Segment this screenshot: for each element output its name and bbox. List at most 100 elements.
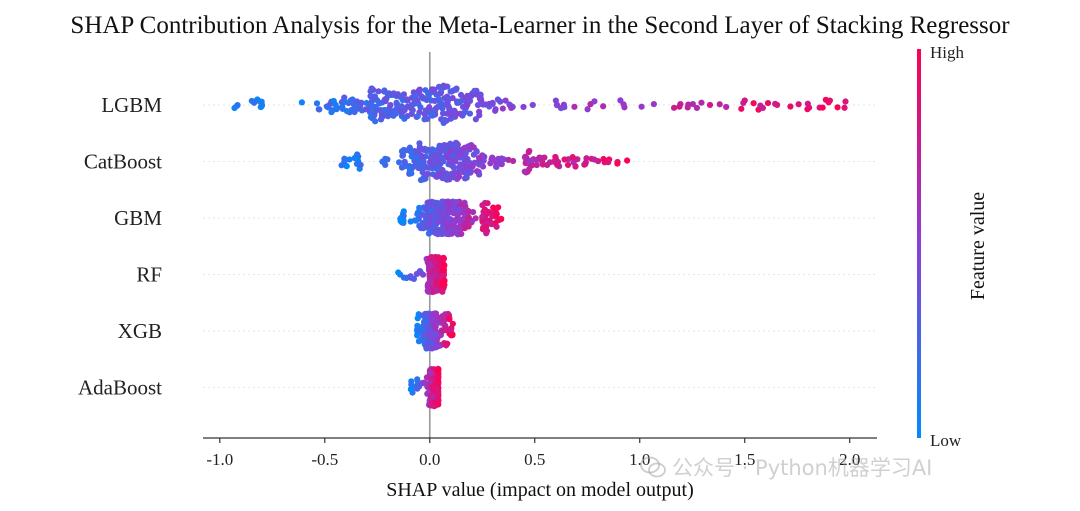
shap-point [600,155,607,163]
shap-point [764,99,772,107]
x-tick-label: 0.0 [419,450,440,469]
feature-label: AdaBoost [78,376,162,400]
shap-point [397,215,404,222]
shap-point [424,223,431,230]
shap-point [533,162,540,169]
shap-point [332,101,339,108]
shap-point [455,151,462,158]
shap-point [231,104,238,112]
shap-point [439,327,446,334]
shap-point [525,148,532,156]
shap-point [395,269,402,276]
shap-point [354,151,361,158]
shap-point [433,153,440,160]
shap-point [453,85,460,92]
shap-point [414,96,421,104]
shap-point [529,101,536,109]
shap-point [450,204,458,212]
shap-point [409,107,416,114]
chart-title: SHAP Contribution Analysis for the Meta-… [70,12,1010,39]
x-tick-label: 1.0 [629,450,650,469]
shap-point [441,219,448,226]
shap-point [430,383,437,390]
row-gridlines [203,104,877,388]
shap-point [440,267,447,274]
shap-point [338,162,345,169]
shap-point [464,207,472,214]
shap-point [582,161,589,168]
shap-point [432,325,439,332]
shap-point [425,93,432,100]
shap-point [461,144,468,151]
feature-label: CatBoost [84,150,162,174]
x-tick-label: 2.0 [839,450,860,469]
shap-point [508,104,515,111]
shap-point [258,98,265,105]
shap-point [561,156,568,163]
shap-point [440,117,448,124]
shap-point [412,217,420,224]
shap-point [431,259,439,266]
shap-point [399,152,407,159]
shap-point [367,114,374,121]
shap-point [453,142,461,149]
shap-point [372,103,379,110]
x-tick-label: 0.5 [524,450,545,469]
shap-point [431,209,439,216]
shap-point [414,113,421,120]
shap-point [416,204,423,211]
shap-point [806,104,813,111]
shap-point [443,170,450,177]
shap-point [693,104,701,112]
shap-point [435,96,442,103]
shap-point [638,103,645,110]
shap-point [408,153,415,160]
colorbar-title: Feature value [967,192,989,300]
shap-point [353,103,360,110]
watermark: 公众号 · Python机器学习AI [640,452,932,482]
shap-point [447,88,454,95]
shap-point [716,101,723,108]
shap-point [328,109,335,116]
shap-point [442,147,449,154]
shap-point [479,202,486,209]
shap-point [419,312,426,319]
shap-point [458,230,465,238]
shap-point [425,288,432,295]
watermark-text: 公众号 · Python机器学习AI [672,456,933,480]
shap-point [483,223,490,230]
shap-point [439,158,447,165]
shap-point [416,267,424,275]
shap-point [349,96,356,103]
shap-point [422,317,429,324]
shap-point [384,91,391,98]
shap-point [723,103,730,111]
shap-point [706,101,714,109]
shap-point [441,277,448,284]
shap-point [451,223,458,231]
shap-point [457,216,464,223]
shap-point [327,100,334,108]
shap-point [398,109,406,116]
shap-point [842,98,849,105]
shap-point [528,162,536,169]
x-axis-label: SHAP value (impact on model output) [386,479,694,501]
shap-point [491,157,498,164]
shap-point [497,98,504,105]
shap-point [392,110,400,117]
shap-point [371,93,379,100]
shap-point [408,381,415,388]
shap-point [750,100,757,107]
shap-point [415,338,423,345]
shap-point [428,86,436,93]
shap-point [462,150,469,157]
shap-point [432,287,440,294]
shap-point [455,164,463,171]
shap-point [428,315,435,322]
shap-point [499,105,506,112]
shap-point [505,156,512,164]
shap-point [401,163,408,170]
shap-point [795,101,802,108]
shap-point [498,161,505,168]
shap-point [405,146,412,154]
